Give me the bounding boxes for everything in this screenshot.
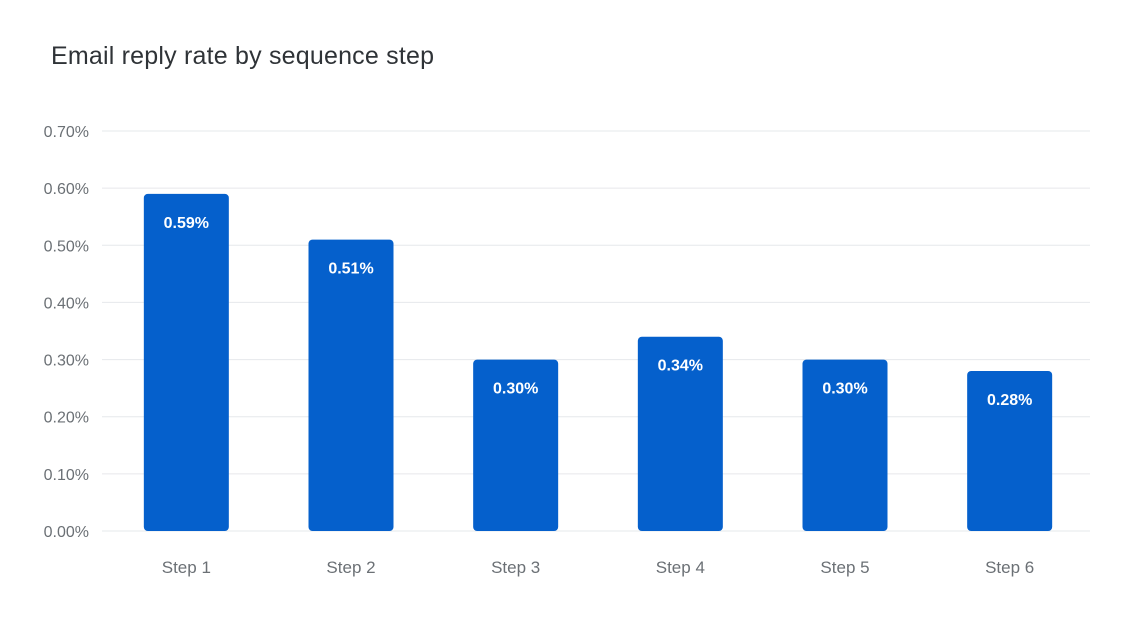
x-tick-label: Step 5 bbox=[820, 558, 869, 577]
y-tick-label: 0.40% bbox=[44, 295, 89, 312]
y-tick-label: 0.10% bbox=[44, 467, 89, 484]
x-tick-label: Step 6 bbox=[985, 558, 1034, 577]
y-tick-label: 0.50% bbox=[44, 238, 89, 255]
data-label: 0.59% bbox=[164, 215, 209, 232]
y-tick-label: 0.60% bbox=[44, 181, 89, 198]
x-tick-label: Step 4 bbox=[656, 558, 705, 577]
chart-title: Email reply rate by sequence step bbox=[51, 42, 435, 70]
data-label: 0.30% bbox=[493, 381, 538, 398]
bar bbox=[802, 359, 888, 531]
data-label: 0.28% bbox=[987, 392, 1032, 409]
x-tick-label: Step 2 bbox=[326, 558, 375, 577]
x-tick-label: Step 1 bbox=[162, 558, 211, 577]
x-tick-label: Step 3 bbox=[491, 558, 540, 577]
bar bbox=[967, 371, 1053, 531]
data-label: 0.30% bbox=[822, 381, 867, 398]
data-label: 0.34% bbox=[658, 358, 703, 375]
bar bbox=[308, 239, 394, 532]
bar bbox=[637, 336, 723, 531]
bar bbox=[143, 193, 229, 531]
bar bbox=[473, 359, 559, 531]
y-tick-label: 0.00% bbox=[44, 524, 89, 541]
y-tick-label: 0.70% bbox=[44, 124, 89, 141]
y-tick-label: 0.30% bbox=[44, 353, 89, 370]
data-label: 0.51% bbox=[328, 261, 373, 278]
y-tick-label: 0.20% bbox=[44, 410, 89, 427]
